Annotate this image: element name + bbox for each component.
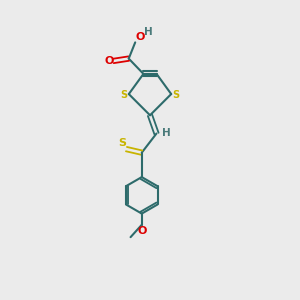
Text: O: O (136, 32, 145, 41)
Text: S: S (120, 90, 127, 100)
Text: O: O (105, 56, 114, 66)
Text: S: S (118, 138, 127, 148)
Text: H: H (162, 128, 171, 138)
Text: O: O (137, 226, 146, 236)
Text: H: H (144, 27, 153, 37)
Text: S: S (173, 90, 180, 100)
